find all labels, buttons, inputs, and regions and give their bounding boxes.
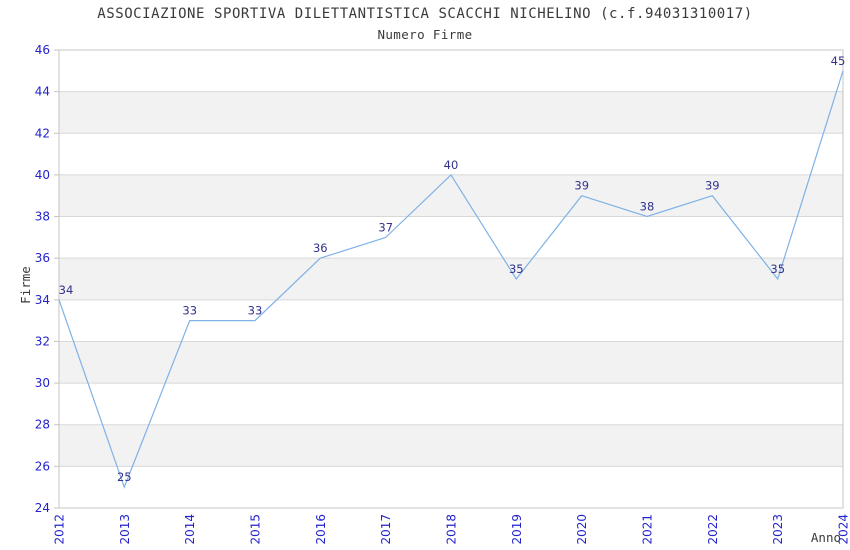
- plot-band: [59, 424, 843, 467]
- gridlines: [59, 91, 843, 467]
- plot-bands: [59, 91, 843, 467]
- point-label: 45: [831, 54, 846, 68]
- point-label: 34: [59, 283, 74, 297]
- x-tick-label: 2014: [183, 514, 197, 545]
- x-tick-label: 2013: [118, 514, 132, 545]
- x-tick-label: 2020: [575, 514, 589, 545]
- y-axis-title: Firme: [18, 266, 33, 304]
- point-label: 25: [117, 470, 132, 484]
- plot-border: [58, 49, 844, 509]
- x-tick-label: 2017: [379, 514, 393, 545]
- plot-band: [59, 174, 843, 217]
- y-tick-label: 46: [35, 43, 50, 57]
- x-tick-label: 2018: [445, 514, 459, 545]
- point-label: 40: [444, 158, 459, 172]
- y-tick-label: 32: [35, 334, 50, 348]
- chart-subtitle: Numero Firme: [377, 27, 473, 42]
- y-tick-label: 44: [35, 85, 50, 99]
- x-tick-label: 2021: [641, 514, 655, 545]
- y-tick-label: 24: [35, 501, 50, 515]
- point-label: 33: [182, 304, 197, 318]
- plot-band: [59, 258, 843, 300]
- point-label: 38: [640, 200, 655, 214]
- point-label: 35: [770, 262, 785, 276]
- point-label: 39: [705, 179, 720, 193]
- point-label: 37: [378, 220, 393, 234]
- y-tick-label: 26: [35, 459, 50, 473]
- y-tick-label: 30: [35, 376, 50, 390]
- y-tick-label: 40: [35, 168, 50, 182]
- x-tick-label: 2019: [510, 514, 524, 545]
- x-tick-label: 2012: [53, 514, 67, 545]
- plot-band: [59, 91, 843, 134]
- point-labels: 34 25 33 33 36 37 40 35 39 38 39 35 45: [59, 54, 846, 484]
- chart-title: ASSOCIAZIONE SPORTIVA DILETTANTISTICA SC…: [97, 6, 753, 22]
- x-tick-label: 2016: [314, 514, 328, 545]
- x-axis: 2012 2013 2014 2015 2016 2017 2018 2019 2020 2021…: [53, 514, 850, 545]
- x-tick-label: 2022: [706, 514, 720, 545]
- y-tick-label: 38: [35, 210, 50, 224]
- y-tick-label: 42: [35, 126, 50, 140]
- point-label: 33: [248, 304, 263, 318]
- y-tick-label: 28: [35, 418, 50, 432]
- y-tick-label: 36: [35, 251, 50, 265]
- x-axis-title: Anno: [811, 530, 841, 545]
- point-label: 35: [509, 262, 524, 276]
- y-tick-label: 34: [35, 293, 50, 307]
- x-tick-label: 2015: [249, 514, 263, 545]
- point-label: 39: [574, 179, 589, 193]
- point-label: 36: [313, 241, 328, 255]
- series-line: [58, 70, 844, 489]
- y-axis: 24 26 28 30 32 34 36 38 40 42 44 46: [35, 43, 59, 515]
- x-tick-label: 2024: [837, 514, 850, 545]
- plot-band: [59, 341, 843, 384]
- x-tick-label: 2023: [771, 514, 785, 545]
